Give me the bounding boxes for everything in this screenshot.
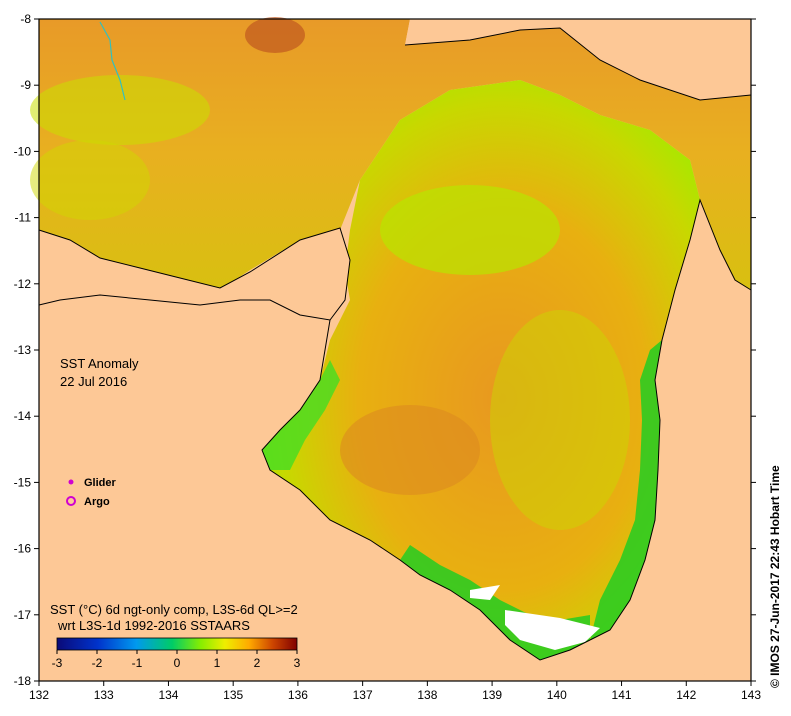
cool-patch-nw: [30, 75, 210, 145]
melville-island: [39, 228, 350, 320]
cape-york: [590, 200, 751, 681]
map-title: SST Anomaly: [60, 356, 139, 371]
warm-patch-top: [245, 17, 305, 53]
x-tick-label: 134: [158, 688, 178, 702]
map-date: 22 Jul 2016: [60, 374, 127, 389]
y-tick-label: -14: [14, 409, 32, 423]
colorbar-tick-label: -2: [92, 656, 103, 670]
colorbar-tick-label: 1: [214, 656, 221, 670]
argo-label: Argo: [84, 496, 110, 508]
y-tick-label: -16: [14, 542, 32, 556]
y-tick-label: -13: [14, 343, 32, 357]
x-tick-label: 133: [94, 688, 114, 702]
coast-north: [404, 27, 752, 101]
credit-text: © IMOS 27-Jun-2017 22:43 Hobart Time: [768, 465, 782, 688]
cool-band-west: [262, 360, 340, 470]
x-tick-label: 136: [288, 688, 308, 702]
colorbar-tick-label: 2: [254, 656, 261, 670]
colorbar: [56, 637, 298, 651]
x-tick-label: 143: [741, 688, 761, 702]
colorbar-tick-label: -3: [52, 656, 63, 670]
caption-line2: wrt L3S-1d 1992-2016 SSTAARS: [57, 618, 250, 633]
cool-patch-mid: [490, 310, 630, 530]
x-tick-label: 140: [547, 688, 567, 702]
argo-symbol: [66, 496, 76, 506]
x-tick-label: 135: [223, 688, 243, 702]
warm-core: [340, 405, 480, 495]
x-tick-label: 141: [612, 688, 632, 702]
coast-west: [38, 227, 351, 321]
southern-land: [39, 295, 751, 681]
x-tick-label: 137: [353, 688, 373, 702]
y-tick-label: -17: [14, 608, 32, 622]
arafura-sea: [39, 19, 751, 290]
glider-symbol: [68, 479, 74, 485]
y-tick-label: -11: [15, 211, 32, 225]
nodata-south2: [505, 610, 600, 650]
y-tick-label: -8: [20, 12, 31, 26]
cool-patch-west: [30, 140, 150, 220]
y-tick-label: -10: [14, 144, 32, 158]
nodata-south: [470, 585, 500, 600]
y-tick-label: -12: [14, 277, 32, 291]
x-tick-label: 138: [417, 688, 437, 702]
legend: Glider Argo: [66, 477, 117, 508]
colorbar-labels: -3 -2 -1 0 1 2 3: [52, 650, 301, 670]
colorbar-tick-label: -1: [132, 656, 143, 670]
y-axis: -8-9-10-11-12-13-14-15-16-17-18: [14, 12, 756, 688]
x-tick-label: 142: [676, 688, 696, 702]
coast-east: [589, 198, 752, 641]
colorbar-tick-label: 0: [174, 656, 181, 670]
boundary-line: [99, 21, 126, 101]
coast-south: [261, 319, 591, 661]
x-axis: 132 133 134 135 136 137 138 139 140 141 142 143: [29, 681, 761, 702]
x-tick-label: 139: [482, 688, 502, 702]
colorbar-tick-label: 3: [294, 656, 301, 670]
caption-line1: SST (°C) 6d ngt-only comp, L3S-6d QL>=2: [50, 602, 298, 617]
y-tick-label: -15: [14, 475, 32, 489]
y-tick-label: -9: [20, 78, 31, 92]
y-tick-label: -18: [14, 674, 32, 688]
glider-label: Glider: [84, 477, 117, 489]
cool-patch-north: [380, 185, 560, 275]
new-guinea-land: [405, 19, 751, 100]
x-tick-label: 132: [29, 688, 49, 702]
cool-band-east: [590, 340, 662, 640]
gulf-of-carpentaria: [262, 80, 700, 660]
